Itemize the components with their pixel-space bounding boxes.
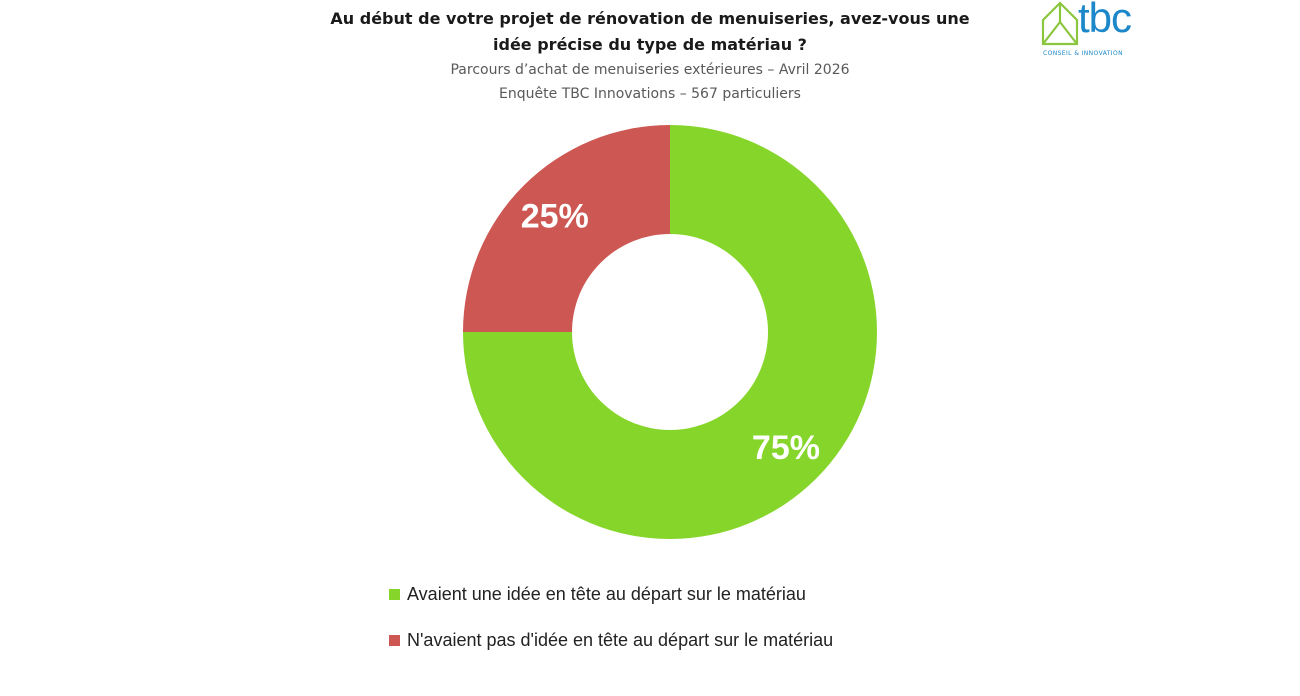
logo-text: tbc [1078,0,1132,41]
donut-slice-1 [463,125,877,539]
legend-item-2: N'avaient pas d'idée en tête au départ s… [389,628,833,652]
chart-header: Au début de votre projet de rénovation d… [300,6,1000,106]
tbc-logo: tbc CONSEIL & INNOVATION [1040,0,1160,60]
chart-legend: Avaient une idée en tête au départ sur l… [389,582,833,674]
legend-swatch-2 [389,634,400,646]
data-label-1: 75% [752,429,820,467]
legend-swatch-1 [389,588,400,600]
data-label-2: 25% [521,198,589,236]
logo-tagline: CONSEIL & INNOVATION [1043,50,1123,57]
donut-slice-2 [463,125,670,332]
chart-subtitle-line-1: Parcours d’achat de menuiseries extérieu… [450,62,850,78]
chart-title-line-1: Au début de votre projet de rénovation d… [330,9,970,28]
chart-title-line-2: idée précise du type de matériau ? [493,35,807,54]
legend-label-1: Avaient une idée en tête au départ sur l… [407,583,806,604]
chart-subtitle-line-2: Enquête TBC Innovations – 567 particulie… [499,86,801,102]
legend-item-1: Avaient une idée en tête au départ sur l… [389,582,833,606]
legend-label-2: N'avaient pas d'idée en tête au départ s… [407,629,834,650]
house-outline-icon [1041,1,1079,46]
